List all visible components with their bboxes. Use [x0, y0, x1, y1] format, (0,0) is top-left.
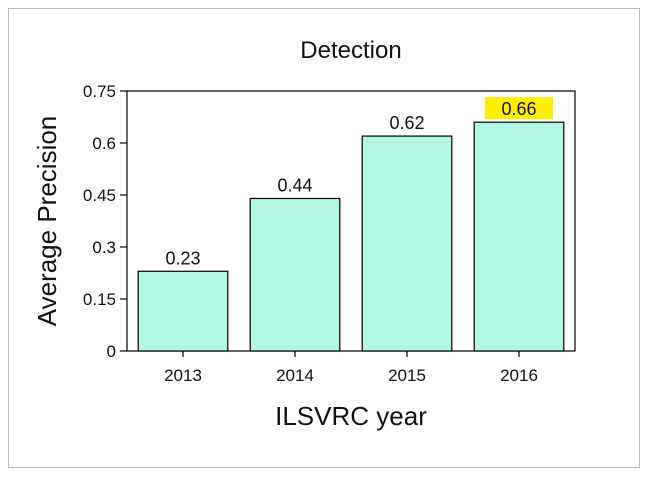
value-label-2013: 0.23	[165, 248, 200, 268]
value-label-2016: 0.66	[501, 99, 536, 119]
y-tick-label: 0.75	[83, 82, 116, 101]
y-axis-label: Average Precision	[32, 116, 62, 327]
bar-2014	[249, 197, 341, 352]
x-tick-label: 2014	[276, 366, 314, 385]
value-label-2015: 0.62	[389, 113, 424, 133]
plot-area	[126, 90, 576, 352]
bar-2013	[137, 270, 229, 352]
bar-2016	[473, 121, 565, 352]
y-tick-label: 0.45	[83, 186, 116, 205]
y-tick-label: 0.15	[83, 290, 116, 309]
y-tick-label: 0	[107, 342, 116, 361]
y-tick-label: 0.3	[92, 238, 116, 257]
chart-title: Detection	[300, 37, 401, 64]
value-label-2014: 0.44	[277, 175, 312, 195]
value-label-highlight	[485, 97, 553, 120]
y-tick-label: 0.6	[92, 134, 116, 153]
x-axis-label: ILSVRC year	[275, 401, 427, 431]
x-tick-label: 2015	[388, 366, 426, 385]
x-tick-label: 2016	[500, 366, 538, 385]
bar-2015	[361, 135, 453, 352]
x-tick-label: 2013	[164, 366, 202, 385]
